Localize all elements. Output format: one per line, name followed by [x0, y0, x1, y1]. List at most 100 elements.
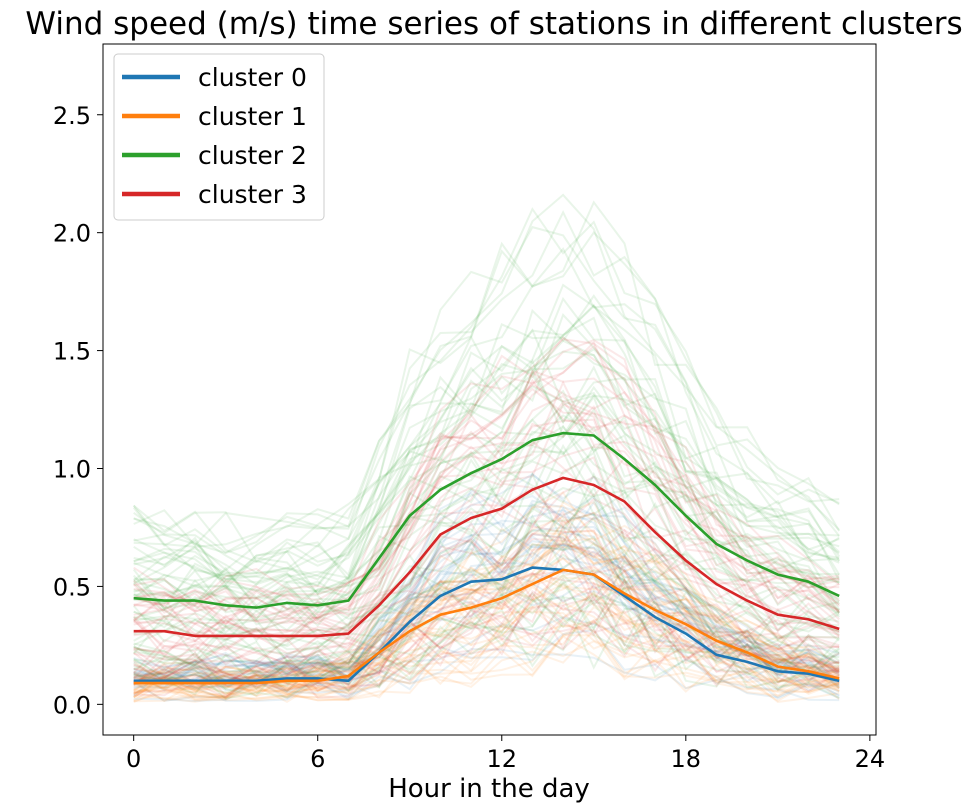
station-line	[133, 594, 840, 700]
legend-label-cluster-1: cluster 1	[198, 102, 307, 131]
legend-label-cluster-3: cluster 3	[198, 180, 307, 209]
station-line	[133, 582, 840, 697]
station-line	[133, 492, 840, 655]
station-line	[133, 210, 840, 563]
station-line	[132, 486, 840, 663]
legend-box	[113, 53, 325, 221]
station-line	[133, 515, 840, 688]
station-line	[132, 443, 840, 643]
station-line	[133, 617, 840, 702]
station-line	[133, 503, 840, 685]
station-line	[133, 542, 840, 686]
station-line	[132, 524, 840, 676]
x-tick-label: 24	[855, 745, 886, 773]
x-axis: 0 6 12 18 24	[126, 735, 885, 773]
station-line	[133, 387, 840, 623]
station-line	[133, 509, 840, 686]
y-tick-label: 2.0	[53, 220, 91, 248]
station-line	[133, 485, 840, 653]
station-line	[133, 525, 840, 694]
station-line	[132, 358, 840, 610]
station-line	[133, 525, 840, 673]
series-line-cluster-0	[133, 566, 840, 683]
station-line	[133, 545, 840, 693]
station-line	[133, 512, 840, 666]
station-line	[133, 569, 840, 694]
legend: cluster 0 cluster 1 cluster 2 cluster 3	[113, 53, 325, 221]
station-line	[133, 560, 840, 679]
station-line	[133, 550, 840, 692]
station-line	[133, 404, 840, 614]
station-line	[133, 345, 840, 586]
station-line	[133, 577, 840, 697]
station-line	[133, 443, 840, 643]
station-line	[133, 635, 840, 704]
station-line	[133, 445, 840, 641]
station-line	[133, 472, 840, 673]
station-line	[133, 418, 840, 621]
chart-title: Wind speed (m/s) time series of stations…	[25, 6, 962, 42]
station-line	[133, 383, 840, 626]
station-line	[133, 489, 840, 675]
station-line	[132, 207, 840, 554]
station-line	[133, 535, 840, 684]
station-line	[133, 511, 840, 690]
station-line	[133, 308, 841, 596]
station-line	[133, 340, 840, 617]
station-line	[133, 230, 840, 547]
station-line	[133, 628, 840, 703]
station-line	[133, 350, 840, 587]
station-line	[133, 601, 840, 702]
x-axis-label: Hour in the day	[388, 774, 590, 804]
station-line	[133, 501, 840, 684]
station-line	[133, 200, 841, 563]
station-line	[133, 294, 840, 593]
station-line	[133, 369, 840, 619]
station-line	[133, 595, 840, 694]
station-line	[133, 510, 840, 667]
station-line	[133, 624, 840, 702]
station-line	[133, 450, 840, 641]
x-tick-label: 18	[671, 745, 702, 773]
station-line	[133, 556, 840, 697]
station-line	[133, 504, 840, 678]
legend-label-cluster-0: cluster 0	[198, 63, 307, 92]
station-line	[133, 537, 840, 695]
legend-label-cluster-2: cluster 2	[198, 141, 307, 170]
station-line	[132, 486, 840, 658]
station-line	[133, 389, 841, 614]
station-line	[133, 370, 840, 612]
station-line	[133, 568, 840, 700]
station-line	[133, 578, 840, 692]
station-background-lines	[132, 193, 841, 704]
cluster-mean-lines	[133, 431, 840, 685]
station-line	[133, 499, 840, 684]
station-line	[133, 568, 840, 674]
station-line	[133, 316, 840, 581]
station-line	[133, 373, 840, 607]
station-line	[132, 378, 840, 623]
series-line-cluster-2	[133, 431, 840, 609]
station-line	[133, 543, 840, 690]
y-tick-label: 0.5	[53, 573, 91, 601]
station-line	[133, 225, 840, 554]
station-line	[133, 323, 841, 582]
station-line	[133, 393, 840, 626]
station-line	[133, 569, 840, 693]
station-line	[133, 640, 840, 701]
y-tick-label: 0.0	[53, 691, 91, 719]
x-tick-label: 0	[126, 745, 141, 773]
station-line	[133, 379, 840, 636]
station-line	[133, 304, 840, 596]
station-line	[133, 566, 840, 696]
station-line	[133, 551, 840, 692]
station-line	[133, 571, 840, 689]
station-line	[133, 338, 840, 611]
x-tick-label: 12	[486, 745, 517, 773]
station-line	[133, 283, 841, 574]
y-tick-label: 1.0	[53, 456, 91, 484]
series-line-cluster-1	[133, 568, 840, 685]
station-line	[133, 516, 840, 666]
station-line	[133, 328, 840, 599]
station-line	[133, 528, 840, 688]
